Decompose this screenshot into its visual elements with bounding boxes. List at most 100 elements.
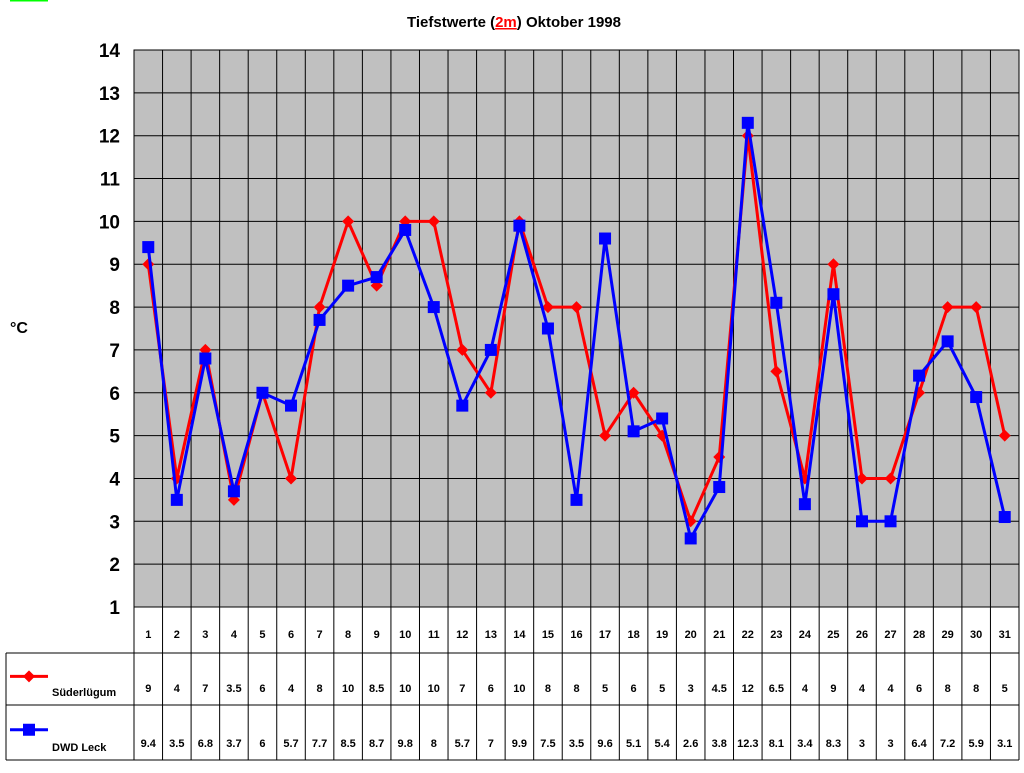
- data-label: 5.4: [654, 738, 670, 750]
- data-point: [941, 335, 954, 348]
- data-label: 5.9: [969, 738, 984, 750]
- data-label: 9.4: [141, 738, 157, 750]
- data-point: [599, 429, 612, 442]
- x-tick-label: 14: [513, 629, 526, 641]
- data-point: [142, 241, 155, 254]
- data-label: 3.5: [226, 683, 241, 695]
- y-tick-label: 2: [109, 555, 120, 576]
- data-label: 4.5: [712, 683, 727, 695]
- data-label: 3: [688, 683, 694, 695]
- data-label: 7.5: [540, 738, 555, 750]
- data-label: 8: [973, 683, 979, 695]
- legend-label: DWD Leck: [52, 742, 107, 754]
- data-label: 3.8: [712, 738, 727, 750]
- data-label: 7.2: [940, 738, 955, 750]
- data-label: 2.6: [683, 738, 698, 750]
- legend-marker: [23, 670, 35, 683]
- plot-area: [133, 49, 1020, 608]
- data-point: [285, 399, 298, 412]
- data-point: [998, 511, 1011, 524]
- y-axis-label: °C: [10, 320, 28, 337]
- y-tick-label: 4: [109, 469, 120, 490]
- data-point: [170, 493, 183, 506]
- y-tick-label: 1: [109, 598, 120, 619]
- data-label: 4: [288, 683, 295, 695]
- data-label: 3.5: [169, 738, 184, 750]
- data-label: 4: [859, 683, 866, 695]
- x-tick-label: 21: [713, 629, 725, 641]
- x-tick-label: 10: [399, 629, 411, 641]
- data-label: 8: [431, 738, 437, 750]
- x-tick-label: 5: [259, 629, 265, 641]
- data-label: 8: [545, 683, 551, 695]
- data-point: [913, 369, 926, 382]
- x-tick-label: 6: [288, 629, 294, 641]
- data-label: 6.4: [911, 738, 927, 750]
- title-part-after: ) Oktober 1998: [517, 14, 621, 31]
- series-dwd-leck: [142, 116, 1011, 545]
- data-point: [199, 352, 212, 365]
- data-point: [484, 386, 497, 399]
- data-point: [541, 301, 554, 314]
- data-point: [970, 301, 983, 314]
- data-label: 9: [145, 683, 151, 695]
- x-tick-label: 1: [145, 629, 151, 641]
- legend-entry-dmi-j-ndewatt: DMI Jündewatt: [10, 0, 130, 3]
- data-label: 10: [399, 683, 411, 695]
- x-tick-label: 15: [542, 629, 554, 641]
- data-point: [342, 215, 355, 228]
- data-label: 7: [202, 683, 208, 695]
- data-point: [656, 412, 669, 425]
- data-label: 12.3: [737, 738, 758, 750]
- data-point: [313, 301, 326, 314]
- data-label: 9.8: [398, 738, 413, 750]
- data-label: 5: [1002, 683, 1008, 695]
- data-point: [342, 279, 355, 292]
- data-label: 8.5: [369, 683, 384, 695]
- y-tick-label: 14: [99, 41, 121, 62]
- x-tick-labels: 1 2 3 4 5 6 7 8 9 10 11 12 13 14 15 16 17 18 19 20 21 22 23 24 2…: [145, 629, 1011, 641]
- data-label: 6: [259, 738, 265, 750]
- data-point: [798, 498, 811, 511]
- x-tick-label: 19: [656, 629, 668, 641]
- data-point: [855, 472, 868, 485]
- data-point: [827, 258, 840, 271]
- data-label: 12: [742, 683, 754, 695]
- x-tick-label: 4: [231, 629, 238, 641]
- data-point: [570, 301, 583, 314]
- data-point: [370, 271, 383, 284]
- data-label: 3.7: [226, 738, 241, 750]
- data-point: [456, 399, 469, 412]
- legend-entry-dwd-leck: DWD Leck: [10, 723, 107, 754]
- data-point: [570, 493, 583, 506]
- data-point: [427, 301, 440, 314]
- x-tick-label: 16: [570, 629, 582, 641]
- data-label: 9.6: [597, 738, 612, 750]
- y-tick-label: 9: [109, 255, 120, 276]
- x-tick-label: 29: [942, 629, 954, 641]
- x-tick-label: 20: [685, 629, 697, 641]
- data-point: [627, 386, 640, 399]
- title-part-before: Tiefstwerte (: [407, 14, 495, 31]
- y-tick-label: 8: [109, 298, 120, 319]
- data-table: [5, 606, 1019, 761]
- data-label: 7.7: [312, 738, 327, 750]
- data-point: [599, 232, 612, 245]
- x-tick-label: 13: [485, 629, 497, 641]
- x-tick-label: 2: [174, 629, 180, 641]
- data-label: 8: [945, 683, 951, 695]
- data-label: 8: [573, 683, 579, 695]
- chart-title: Tiefstwerte (2m) Oktober 1998: [407, 14, 621, 31]
- x-tick-label: 22: [742, 629, 754, 641]
- data-point: [513, 219, 526, 232]
- data-label: 10: [342, 683, 354, 695]
- data-label: 6.5: [769, 683, 784, 695]
- data-point: [684, 532, 697, 545]
- data-label: 10: [428, 683, 440, 695]
- x-tick-label: 24: [799, 629, 812, 641]
- y-tick-label: 7: [109, 341, 120, 362]
- data-point: [285, 472, 298, 485]
- data-label: 9.9: [512, 738, 527, 750]
- data-label: 8.3: [826, 738, 841, 750]
